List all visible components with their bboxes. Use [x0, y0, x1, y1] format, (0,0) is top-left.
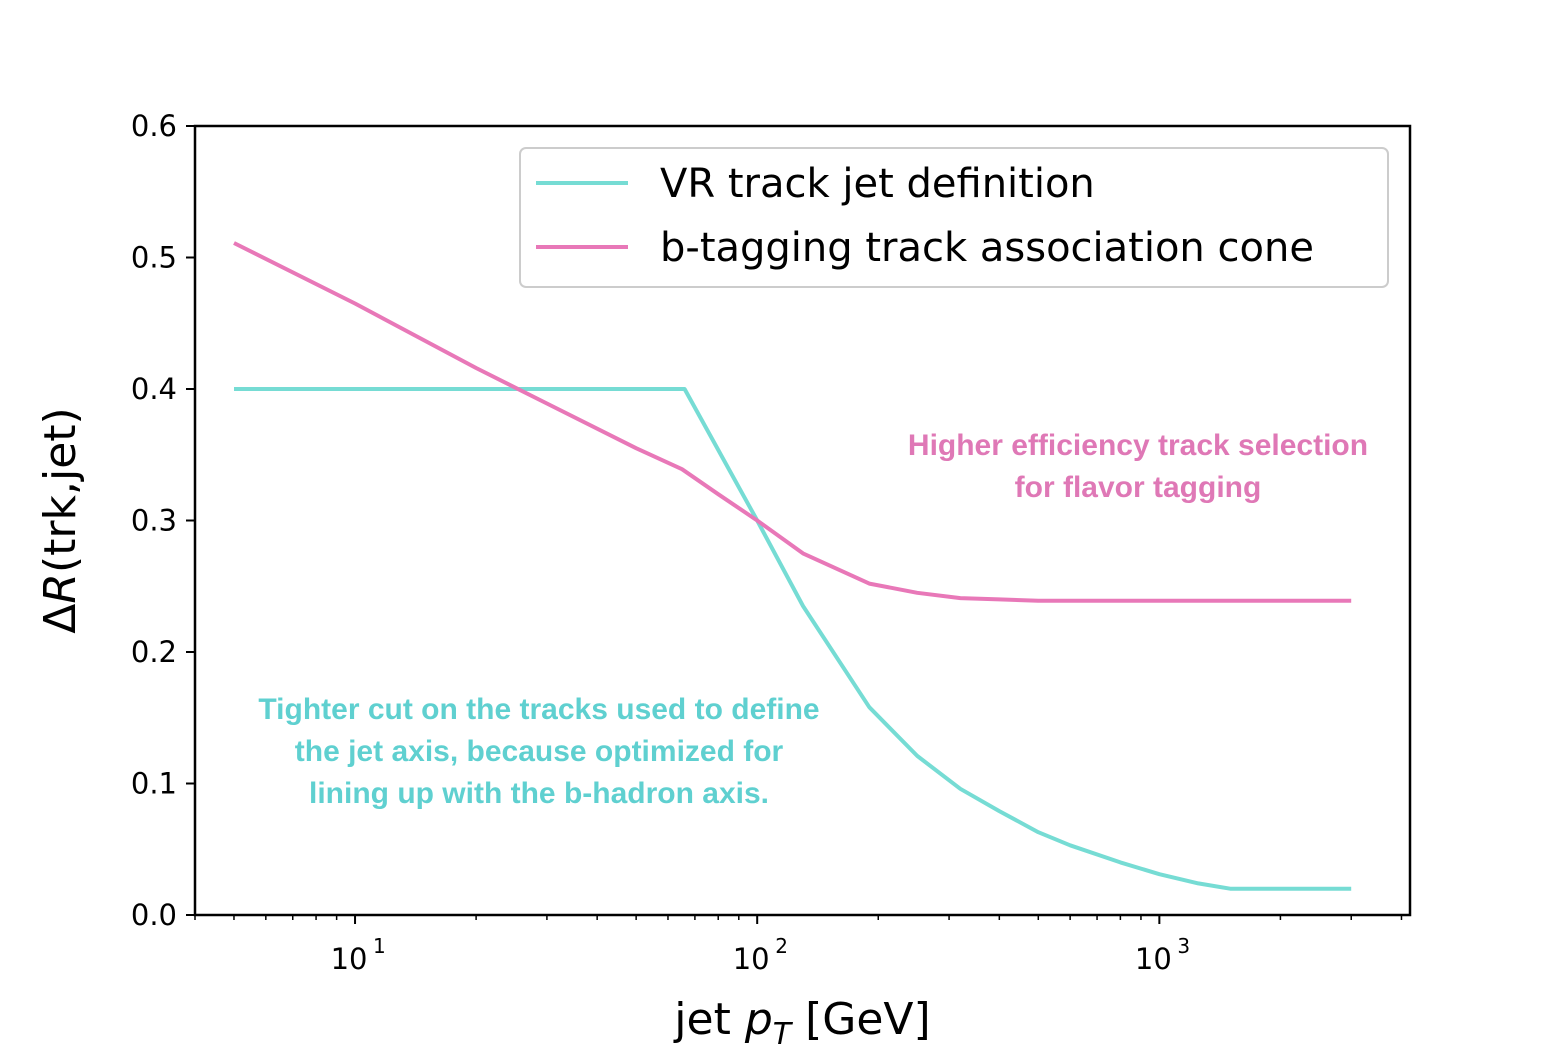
- series-layer: [233, 241, 1352, 891]
- x-tick-label: 10: [1135, 942, 1172, 976]
- series-line-btag: [233, 241, 1352, 603]
- y-axis: 0.0 0.1 0.2 0.3 0.4 0.5 0.6: [131, 109, 195, 932]
- annotations: Higher efficiency track selection for fl…: [258, 429, 1368, 810]
- x-axis: 10 1 10 2 10 3: [194, 915, 1403, 976]
- legend-label-btag: b-tagging track association cone: [660, 225, 1314, 271]
- annotation-btag-line-1: Higher efficiency track selection: [908, 429, 1368, 462]
- legend-label-vr: VR track jet definition: [660, 161, 1095, 207]
- y-tick-label: 0.4: [131, 372, 177, 406]
- x-tick-label: 10: [733, 942, 770, 976]
- legend-box: [519, 147, 1389, 288]
- y-tick-label: 0.2: [131, 635, 177, 669]
- y-tick-label: 0.3: [131, 504, 177, 538]
- y-axis-label: ΔR(trk,jet): [35, 407, 86, 633]
- y-tick-label: 0.6: [131, 109, 177, 143]
- y-tick-label: 0.0: [131, 898, 177, 932]
- annotation-vr-line-1: Tighter cut on the tracks used to define: [258, 693, 819, 726]
- x-axis-label: jet pT [GeV]: [673, 994, 930, 1046]
- annotation-vr-line-3: lining up with the b-hadron axis.: [309, 777, 769, 810]
- legend: VR track jet definition b-tagging track …: [519, 147, 1389, 288]
- y-tick-label: 0.1: [131, 767, 177, 801]
- series-line-vr: [234, 387, 1352, 891]
- x-tick-exponent: 1: [373, 934, 386, 958]
- x-tick-exponent: 3: [1177, 934, 1190, 958]
- x-tick-exponent: 2: [775, 934, 788, 958]
- annotation-vr-line-2: the jet axis, because optimized for: [295, 735, 784, 768]
- annotation-btag-line-2: for flavor tagging: [1015, 471, 1262, 504]
- x-tick-label: 10: [331, 942, 368, 976]
- y-tick-label: 0.5: [131, 241, 177, 275]
